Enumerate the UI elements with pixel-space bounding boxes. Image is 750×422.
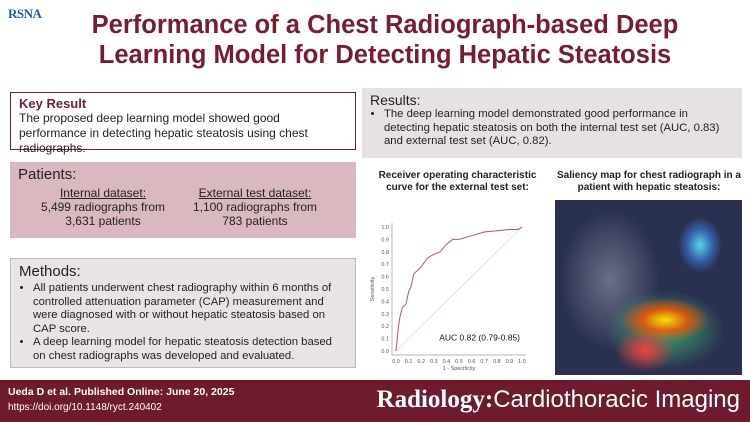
methods-item: A deep learning model for hepatic steato… xyxy=(33,336,347,363)
results-item: The deep learning model demonstrated goo… xyxy=(384,108,734,149)
roc-title: Receiver operating characteristic curve … xyxy=(378,170,537,193)
external-line1: 1,100 radiographs from xyxy=(192,200,318,214)
series-line-chance xyxy=(395,226,523,352)
roc-chart: 0.00.0 0.1 0.1 0.2 0.2 0.3 0.3 0.4 0.4 0.5 0.5 0.6 0… xyxy=(370,223,526,372)
x-tick-label: 0.8 xyxy=(493,359,501,365)
y-tick-label: 0.8 xyxy=(381,250,389,256)
y-tick-label: 0.6 xyxy=(381,275,389,281)
journal-logo: Radiology:Cardiothoracic Imaging xyxy=(377,386,740,414)
y-tick-label: 0.9 xyxy=(381,237,389,243)
y-tick-label: 0.4 xyxy=(381,299,389,305)
key-result-heading: Key Result xyxy=(19,96,87,111)
x-tick-label: 0.9 xyxy=(506,359,514,365)
journal-name: Radiology: xyxy=(376,386,494,413)
x-tick-label: 0.7 xyxy=(480,359,488,365)
results-heading: Results: xyxy=(370,92,421,108)
y-tick-label: 0.5 xyxy=(381,287,389,293)
footer: Ueda D et al. Published Online: June 20,… xyxy=(0,380,750,422)
citation: Ueda D et al. Published Online: June 20,… xyxy=(8,386,235,398)
journal-subtitle: Cardiothoracic Imaging xyxy=(493,386,740,413)
x-tick-label: 0.6 xyxy=(468,359,476,365)
x-tick-label: 0.5 xyxy=(455,359,463,365)
y-tick-label: 0.1 xyxy=(381,337,389,343)
key-result-box: Key Result The proposed deep learning mo… xyxy=(10,92,356,155)
internal-label: Internal dataset: xyxy=(59,186,147,200)
methods-heading: Methods: xyxy=(19,263,81,280)
saliency-title: Saliency map for chest radiograph in a p… xyxy=(557,170,741,193)
x-tick-label: 0.3 xyxy=(430,359,438,365)
y-tick-label: 0.7 xyxy=(381,262,389,268)
y-tick-label: 0.0 xyxy=(381,349,389,355)
y-tick-label: 0.3 xyxy=(381,312,389,318)
key-result-text: The proposed deep learning model showed … xyxy=(19,111,308,155)
auc-annotation: AUC 0.82 (0.79-0.85) xyxy=(439,333,520,343)
x-tick-label: 0.0 xyxy=(392,359,400,365)
doi-link[interactable]: https://doi.org/10.1148/ryct.240402 xyxy=(8,402,162,413)
x-tick-label: 0.4 xyxy=(443,359,451,365)
patients-box: Patients: Internal dataset: 5,499 radiog… xyxy=(10,162,356,238)
methods-box: Methods: All patients underwent chest ra… xyxy=(10,258,356,368)
internal-line2: 3,631 patients xyxy=(65,214,141,228)
x-tick-label: 1.0 xyxy=(518,359,526,365)
x-axis-label: 1 - Specificity xyxy=(443,366,476,372)
external-line2: 783 patients xyxy=(222,214,288,228)
y-tick-label: 1.0 xyxy=(381,225,389,231)
page-title: Performance of a Chest Radiograph-based … xyxy=(91,11,679,69)
series-line-roc xyxy=(395,226,523,352)
internal-line1: 5,499 radiographs from xyxy=(40,200,166,214)
x-tick-label: 0.2 xyxy=(417,359,425,365)
methods-item: All patients underwent chest radiography… xyxy=(33,282,347,336)
y-tick-label: 0.2 xyxy=(381,324,389,330)
internal-dataset: Internal dataset: 5,499 radiographs from… xyxy=(38,186,168,228)
x-tick-label: 0.1 xyxy=(405,359,413,365)
external-label: External test dataset: xyxy=(198,186,312,200)
results-box: Results: The deep learning model demonst… xyxy=(362,88,742,158)
rsna-logo: RSNA xyxy=(8,6,42,21)
external-dataset: External test dataset: 1,100 radiographs… xyxy=(185,186,325,228)
patients-heading: Patients: xyxy=(18,166,77,183)
y-axis-label: Sensitivity xyxy=(370,276,376,301)
saliency-map-image xyxy=(555,200,742,375)
